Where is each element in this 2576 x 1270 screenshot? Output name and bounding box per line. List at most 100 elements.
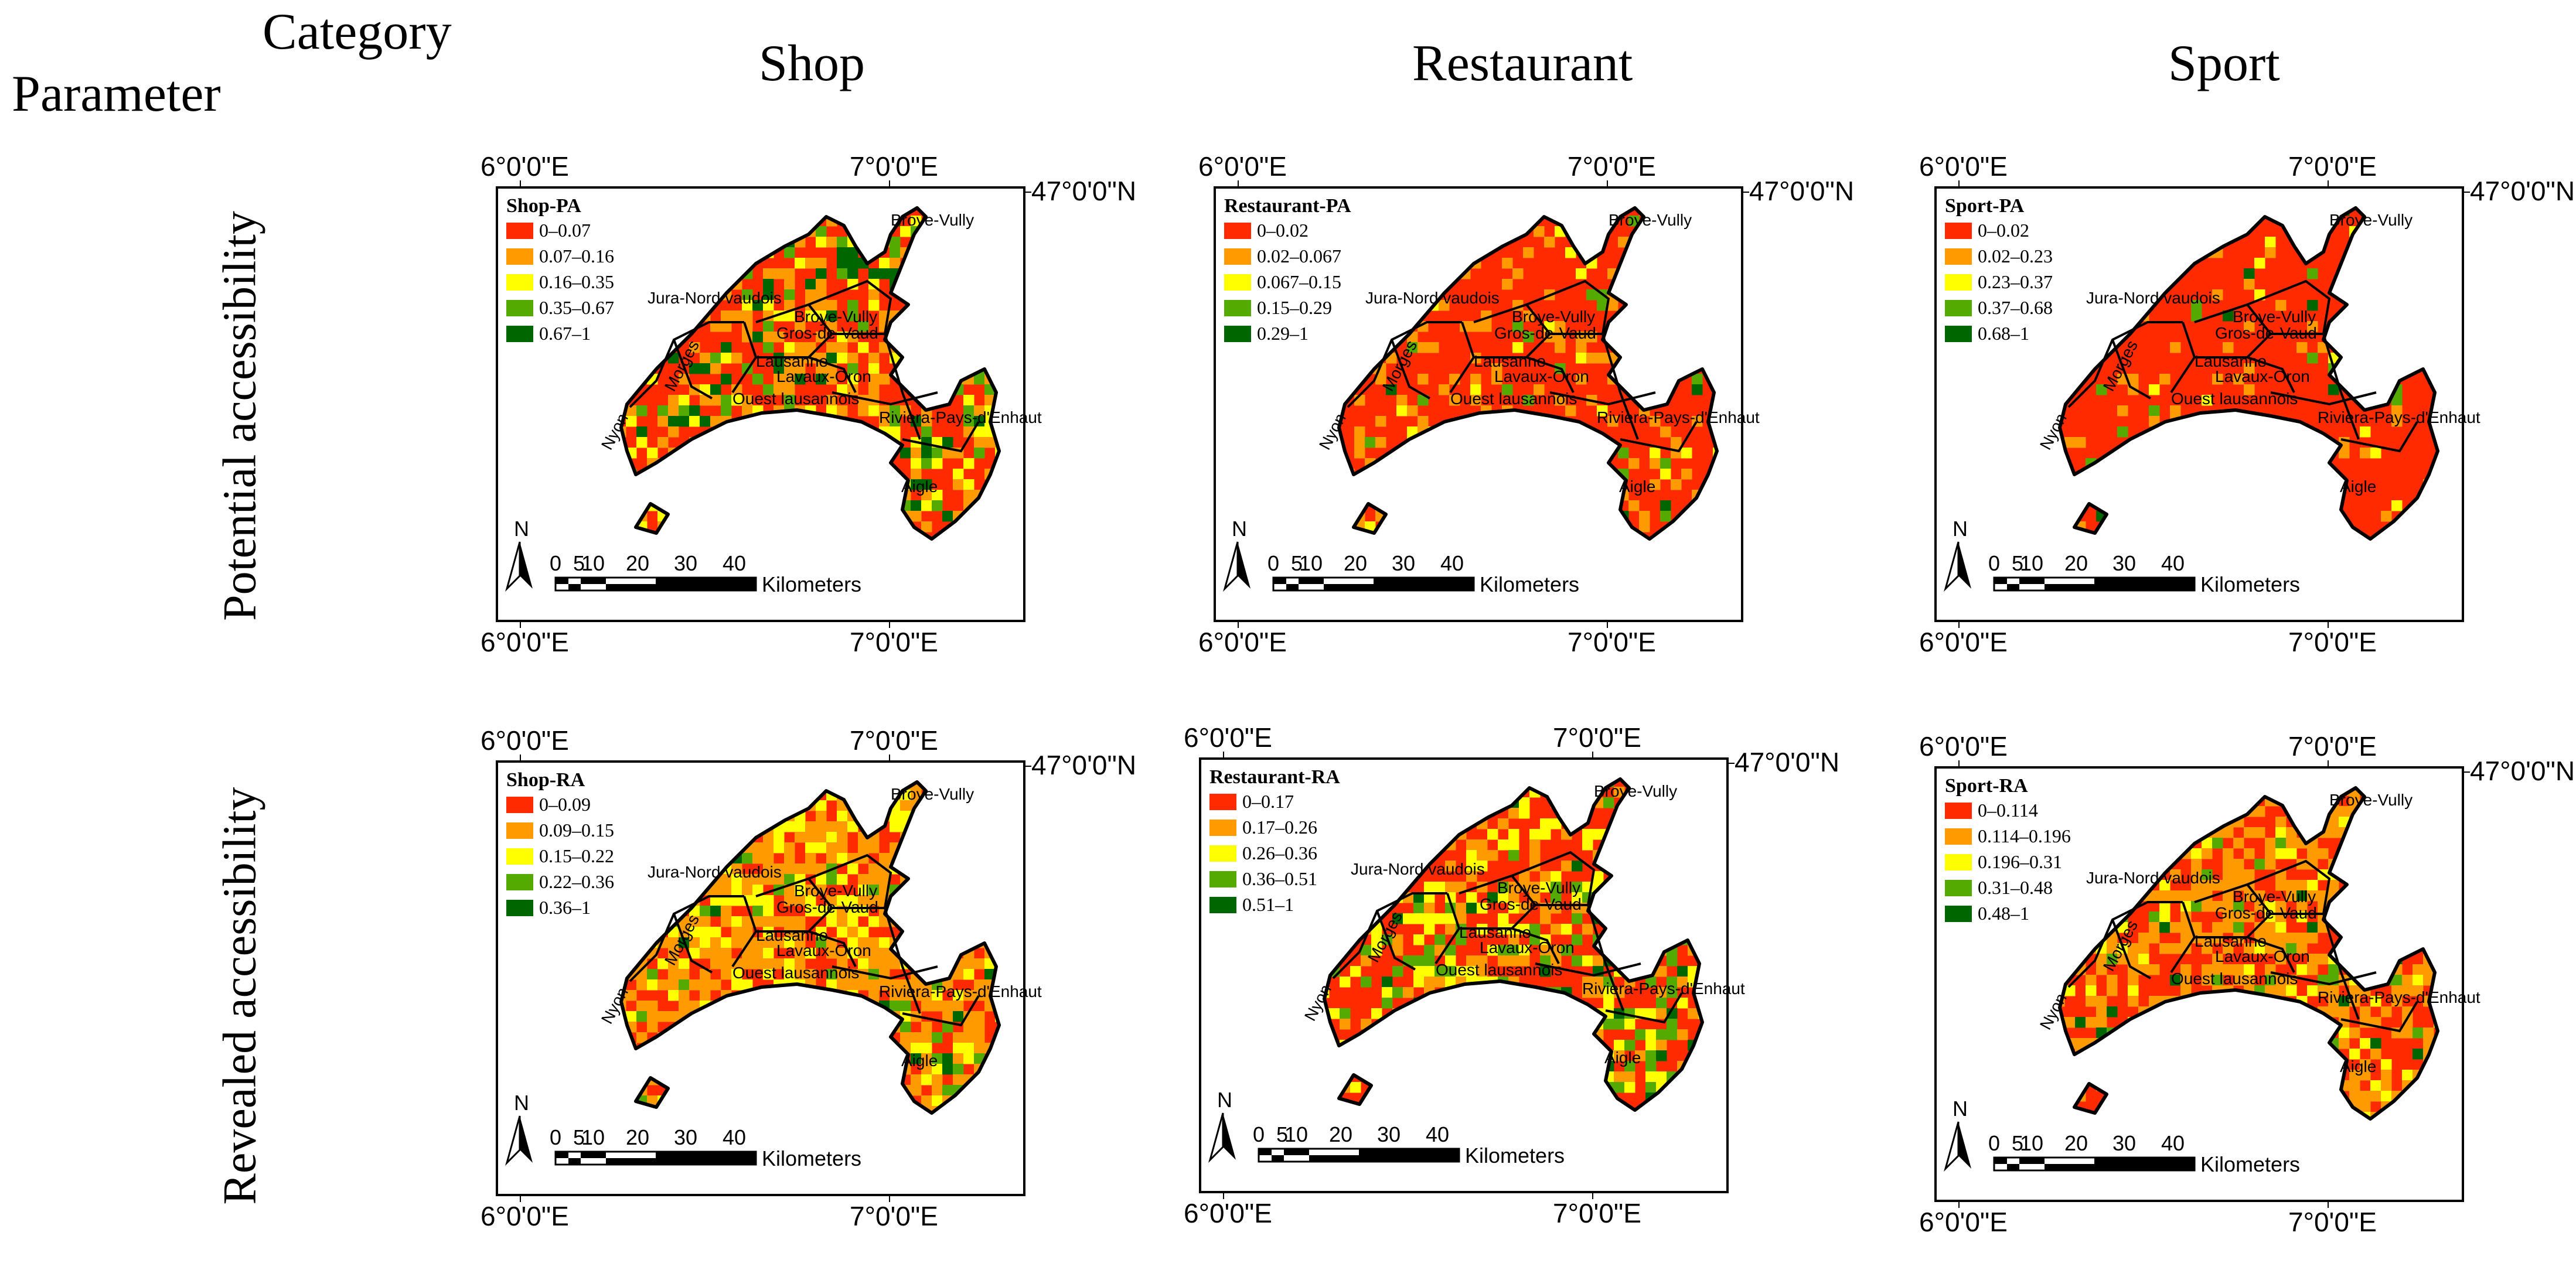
map-cell <box>1424 945 1435 956</box>
map-cell <box>2307 890 2318 902</box>
map-cell <box>2117 426 2128 438</box>
map-cell <box>2254 859 2265 870</box>
map-cell <box>1508 808 1519 819</box>
map-cell <box>911 500 922 511</box>
map-cell <box>1607 416 1618 427</box>
legend-title: Restaurant-RA <box>1209 766 1340 788</box>
map-cell <box>1656 966 1667 977</box>
map-cell <box>784 289 795 301</box>
map-cell <box>1593 987 1604 998</box>
map-cell <box>805 969 816 980</box>
map-cell <box>2223 943 2234 954</box>
map-cell <box>2244 321 2255 332</box>
north-label: N <box>1217 1088 1232 1112</box>
map-cell <box>1382 998 1393 1009</box>
district-label: Broye-Vully <box>2233 308 2316 326</box>
map-cell <box>1418 374 1429 385</box>
legend-swatch <box>506 848 533 865</box>
map-cell <box>742 958 753 969</box>
legend-label: 0–0.09 <box>539 794 591 815</box>
map-cell <box>1529 829 1541 840</box>
map-cell <box>2307 985 2318 996</box>
map-cell <box>2286 880 2297 891</box>
legend-label: 0.17–0.26 <box>1242 817 1317 838</box>
district-label: Ouest lausannois <box>1450 390 1577 408</box>
map-cell <box>689 927 700 938</box>
district-label: Broye-Vully <box>2233 887 2316 906</box>
map-cell <box>721 342 732 353</box>
map-cell <box>784 842 795 854</box>
map-cell <box>626 1011 637 1022</box>
map-cell <box>1656 1040 1667 1051</box>
map-cell <box>1382 977 1393 988</box>
map-cell <box>1508 934 1519 945</box>
map-cell <box>2096 996 2107 1007</box>
map-cell <box>2349 796 2360 807</box>
map-cell <box>721 969 732 980</box>
map-cell <box>742 916 753 927</box>
lon-label-bottom-left: 6°0'0"E <box>1919 627 2008 657</box>
map-cell <box>868 979 880 991</box>
map-cell <box>942 1085 953 1096</box>
column-header-sport: Sport <box>2168 35 2280 92</box>
map-cell <box>1498 892 1509 903</box>
map-cell <box>1329 1008 1340 1019</box>
district-label: Broye-Vully <box>2329 211 2413 229</box>
map-cell <box>2307 933 2318 944</box>
map-cell <box>2391 985 2403 996</box>
map-cell <box>752 948 764 959</box>
map-cell <box>816 821 827 832</box>
north-arrow-icon: N <box>1944 517 1971 592</box>
map-cell <box>890 426 901 438</box>
map-cell <box>1529 850 1541 861</box>
map-cell <box>868 885 880 896</box>
lon-label-top-left: 6°0'0"E <box>1919 731 2008 762</box>
map-cell <box>2149 964 2160 975</box>
map-cell <box>731 958 742 969</box>
district-label: Aigle <box>2340 1057 2376 1076</box>
map-cell <box>847 927 858 938</box>
map-cell <box>837 853 848 864</box>
map-cell <box>974 1043 985 1054</box>
map-cell <box>1445 913 1456 924</box>
map-cell <box>647 1011 658 1022</box>
map-cell <box>2223 964 2234 975</box>
map-cell <box>858 842 869 854</box>
map-cell <box>2265 237 2276 248</box>
map-cell <box>2339 1006 2350 1018</box>
map-cell <box>2212 289 2223 301</box>
map-cell <box>2265 985 2276 996</box>
map-cell <box>2254 258 2265 269</box>
map-cell <box>774 332 785 343</box>
map-cell <box>816 800 827 811</box>
map-cell <box>1540 818 1551 829</box>
map-cell <box>784 885 795 896</box>
district-label: Gros-de-Vaud <box>1494 324 1596 342</box>
legend-label: 0.35–0.67 <box>539 297 614 318</box>
map-cell <box>647 969 658 980</box>
map-cell <box>1645 1050 1657 1061</box>
map-cell <box>2096 1006 2107 1018</box>
map-cell <box>1477 839 1488 851</box>
map-cell <box>837 821 848 832</box>
map-cell <box>710 948 721 959</box>
map-cell <box>921 448 932 459</box>
map-cell <box>2159 922 2170 933</box>
map-cell <box>1561 924 1572 935</box>
district-label: Ouest lausannois <box>732 390 859 408</box>
map-cell <box>847 895 858 906</box>
map-cell <box>2064 985 2076 996</box>
legend: Sport-PA 0–0.02 0.02–0.23 0.23–0.37 0.37–0.… <box>1945 195 2053 344</box>
map-cell <box>1434 966 1446 977</box>
map-cell <box>1508 882 1519 893</box>
map-cell <box>1572 861 1583 872</box>
map-cell <box>742 927 753 938</box>
map-cell <box>942 437 953 448</box>
map-cell <box>868 874 880 885</box>
map-cell <box>1671 479 1682 490</box>
map-cell <box>2244 384 2255 395</box>
map-cell <box>2360 426 2371 438</box>
district-label: Aigle <box>901 1051 938 1070</box>
lon-label-top-right: 7°0'0"E <box>2288 151 2377 182</box>
map-cell <box>700 353 711 364</box>
